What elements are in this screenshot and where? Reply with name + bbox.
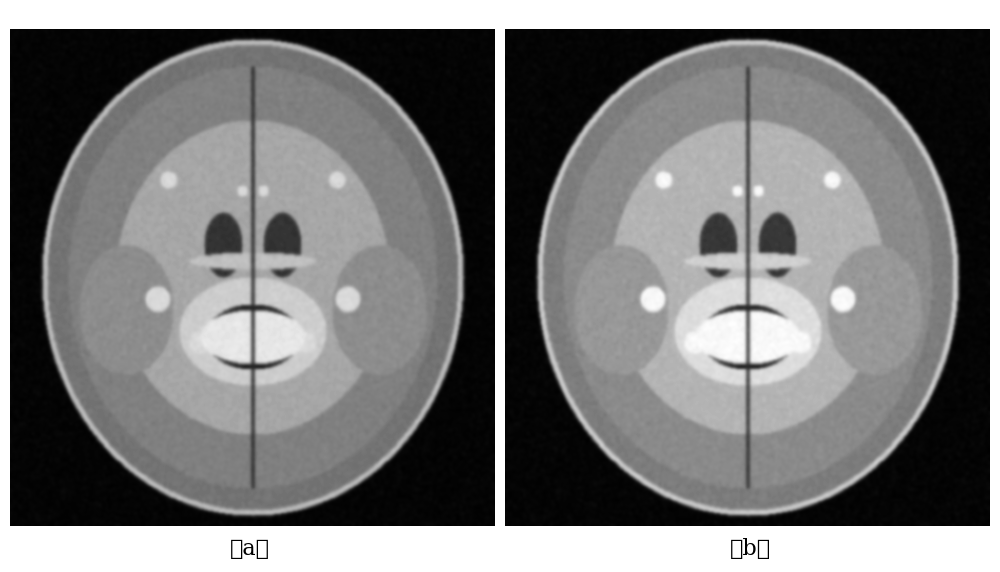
Text: （b）: （b） xyxy=(729,538,771,560)
Text: （a）: （a） xyxy=(230,538,270,560)
